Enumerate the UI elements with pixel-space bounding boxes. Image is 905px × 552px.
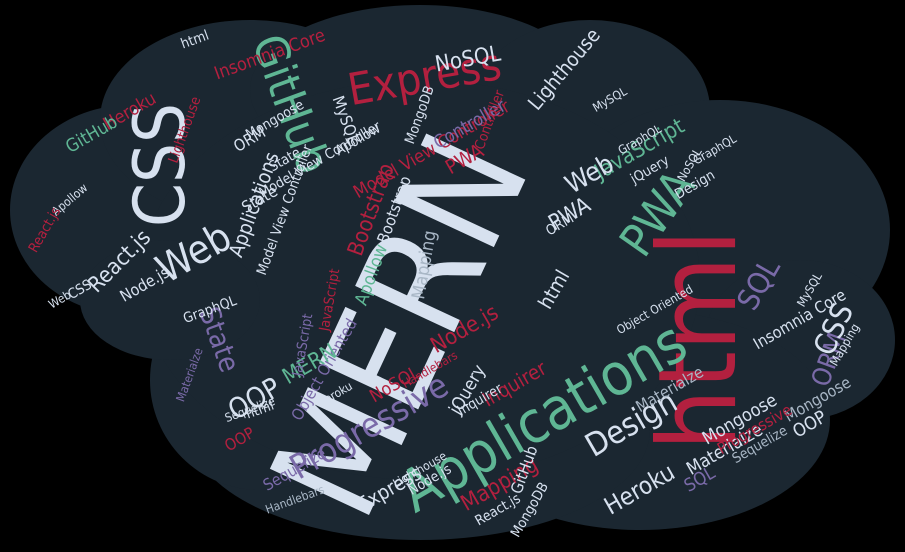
word-1: html: [636, 229, 761, 450]
word-3: CSS: [119, 103, 201, 227]
cloud-shape: [10, 5, 895, 540]
